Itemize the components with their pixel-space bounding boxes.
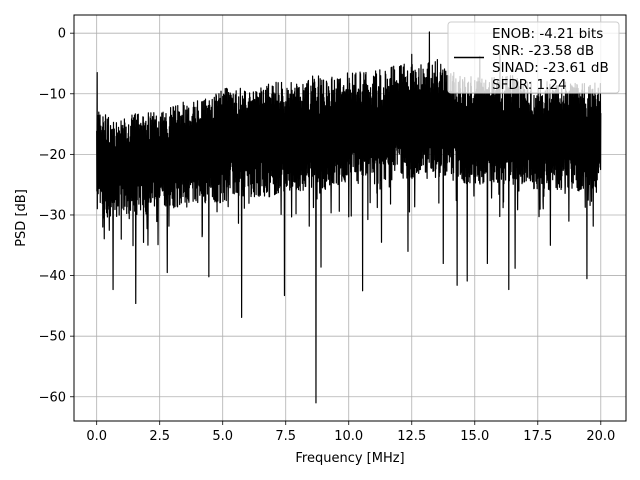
- x-tick-label: 7.5: [275, 429, 296, 444]
- legend-line-enob: ENOB: -4.21 bits: [492, 26, 603, 42]
- x-tick-label: 15.0: [460, 429, 489, 444]
- psd-line: [96, 31, 602, 404]
- x-tick-label: 12.5: [397, 429, 426, 444]
- x-tick-label: 17.5: [523, 429, 552, 444]
- x-tick-label: 2.5: [149, 429, 170, 444]
- x-axis-label: Frequency [MHz]: [295, 451, 404, 466]
- y-tick-label: −10: [39, 87, 66, 102]
- x-tick-label: 20.0: [586, 429, 615, 444]
- legend-line-snr: SNR: -23.58 dB: [492, 43, 594, 59]
- x-tick-label: 0.0: [86, 429, 107, 444]
- legend-box: [447, 21, 620, 94]
- y-tick-label: −50: [39, 330, 66, 345]
- y-tick-label: −40: [39, 269, 66, 284]
- legend-line-sinad: SINAD: -23.61 dB: [492, 60, 609, 76]
- x-tick-label: 5.0: [212, 429, 233, 444]
- x-tick-label: 10.0: [334, 429, 363, 444]
- y-tick-label: −20: [39, 148, 66, 163]
- ticks: 0.0 2.5 5.0 7.5 10.0 12.5 15.0 17.5 20.0 0 −10 −20 −…: [39, 27, 616, 444]
- plot-frame: [73, 14, 627, 422]
- y-tick-label: −30: [39, 208, 66, 223]
- y-axis-label: PSD [dB]: [14, 189, 29, 247]
- y-tick-label: 0: [58, 27, 66, 42]
- legend: ENOB: -4.21 bits SNR: -23.58 dB SINAD: -…: [447, 21, 620, 94]
- y-tick-label: −60: [39, 390, 66, 405]
- legend-line-sfdr: SFDR: 1.24: [492, 77, 567, 93]
- psd-series: [96, 31, 602, 404]
